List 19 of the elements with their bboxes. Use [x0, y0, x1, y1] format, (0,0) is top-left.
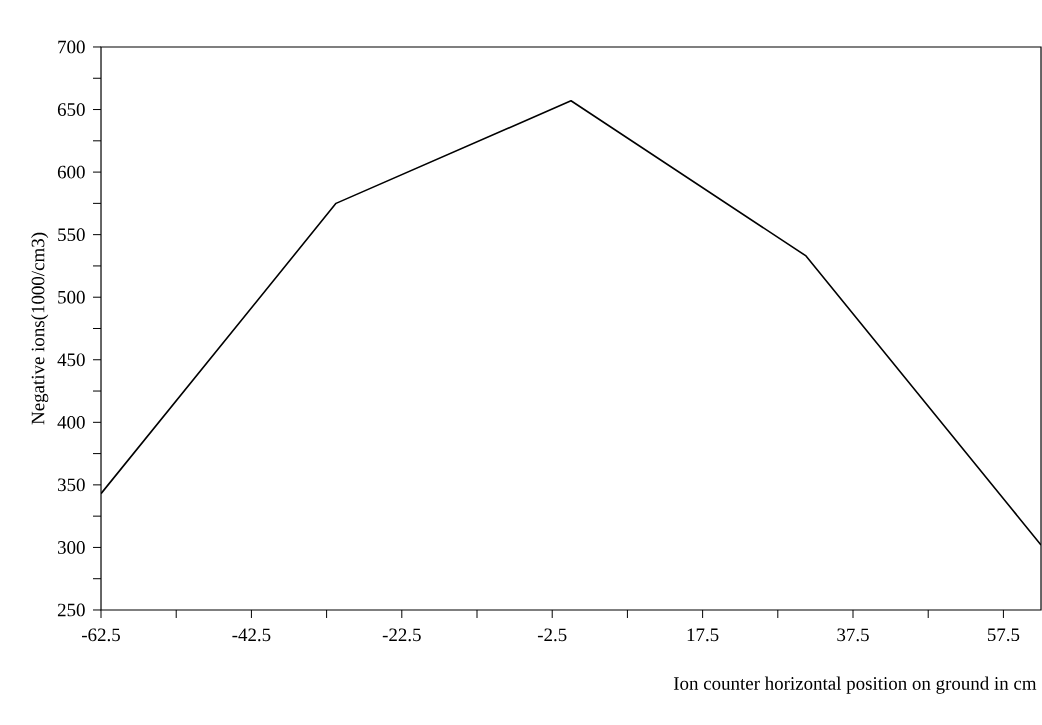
y-tick-label: 550	[58, 228, 85, 242]
y-tick-label: 400	[57, 415, 85, 429]
x-tick-label: -42.5	[232, 628, 271, 642]
x-tick-label: -62.5	[82, 628, 120, 642]
x-axis-title: Ion counter horizontal position on ground in cm	[673, 676, 1037, 694]
y-tick-label: 250	[57, 603, 85, 617]
y-tick-label: 600	[57, 165, 85, 179]
y-tick-label: 500	[58, 290, 85, 304]
x-tick-label: -22.5	[382, 628, 421, 642]
x-tick-label: -2.5	[537, 628, 567, 642]
y-tick-label: 700	[58, 40, 85, 54]
x-tick-label: 37.5	[837, 628, 869, 642]
y-axis-title: Negative ions(1000/cm3)	[31, 232, 49, 425]
y-tick-label: 350	[58, 478, 85, 492]
y-tick-label: 650	[57, 103, 85, 116]
y-tick-label: 300	[58, 541, 85, 554]
x-tick-label: 57.5	[987, 628, 1020, 642]
y-tick-label: 450	[57, 353, 85, 367]
x-tick-label: 17.5	[687, 628, 719, 642]
